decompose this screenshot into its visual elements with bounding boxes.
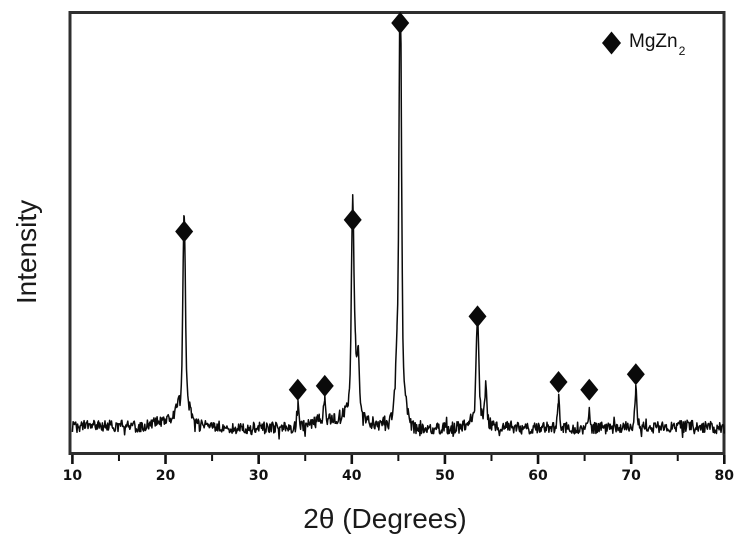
legend: MgZn2 xyxy=(601,31,686,58)
peak-marker-diamond-icon xyxy=(175,220,194,243)
peak-marker-diamond-icon xyxy=(315,374,334,397)
peak-marker-diamond-icon xyxy=(549,370,568,393)
xrd-trace xyxy=(71,12,726,440)
legend-label-base: MgZn xyxy=(629,31,678,53)
peak-marker-diamond-icon xyxy=(580,378,599,401)
x-tick-label: 60 xyxy=(528,468,548,484)
peak-marker-diamond-icon xyxy=(343,208,362,231)
legend-label: MgZn2 xyxy=(629,31,686,58)
peak-marker-diamond-icon xyxy=(468,305,487,328)
x-tick-label: 10 xyxy=(63,468,83,484)
legend-label-subscript: 2 xyxy=(678,43,686,58)
diamond-icon xyxy=(602,31,621,55)
peak-marker-diamond-icon xyxy=(626,363,645,386)
y-axis-label: Intensity xyxy=(11,199,42,305)
peak-marker-diamond-icon xyxy=(391,12,410,34)
x-tick-label: 80 xyxy=(715,468,735,484)
x-tick-label: 20 xyxy=(156,468,176,484)
x-tick-label: 30 xyxy=(249,468,269,484)
x-tick-label: 40 xyxy=(342,468,362,484)
plot-frame xyxy=(68,11,726,455)
x-axis-label: 2θ (Degrees) xyxy=(303,503,467,534)
x-tick-label: 50 xyxy=(435,468,455,484)
x-tick-label: 70 xyxy=(621,468,641,484)
peak-marker-diamond-icon xyxy=(288,378,307,401)
